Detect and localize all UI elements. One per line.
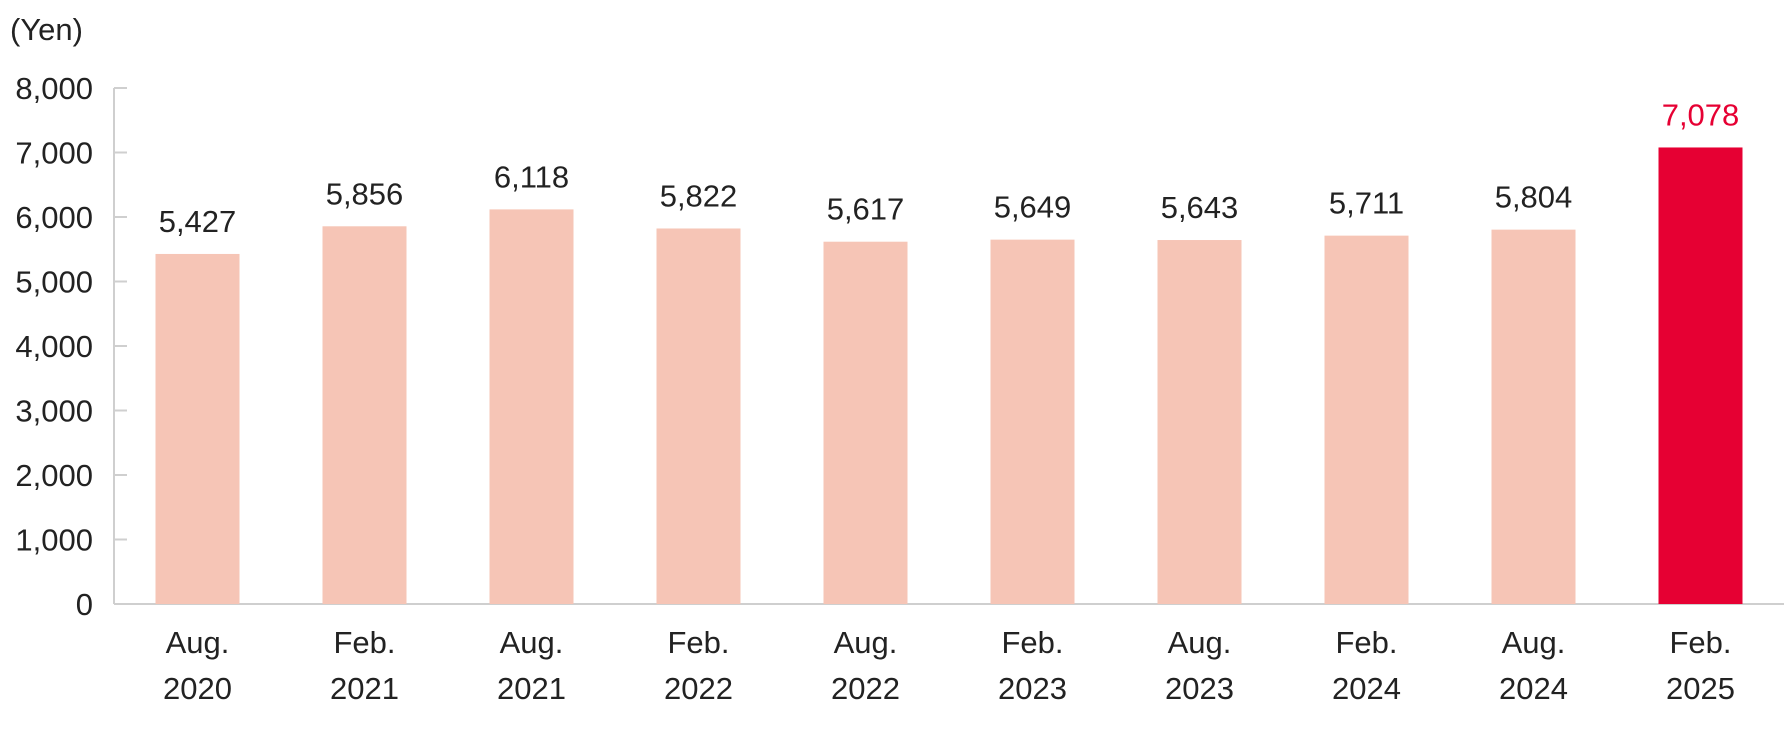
bar-value-label: 7,078 bbox=[1662, 97, 1740, 132]
bar-value-label: 5,649 bbox=[994, 190, 1072, 225]
bar-value-label: 6,118 bbox=[494, 159, 569, 194]
y-axis-tick-label: 2,000 bbox=[15, 458, 93, 493]
axis-layer: 0 1,000 2,000 3,000 4,000 5,000 6,000 7,000 8,00… bbox=[15, 71, 1784, 622]
y-axis-tick-label: 5,000 bbox=[15, 265, 93, 300]
bar-value-label: 5,711 bbox=[1329, 186, 1404, 221]
y-axis-tick-label: 7,000 bbox=[15, 136, 93, 171]
bar-value-label: 5,822 bbox=[660, 178, 738, 213]
y-axis-tick-label: 4,000 bbox=[15, 329, 93, 364]
x-axis-category-label-line1: Aug. bbox=[1168, 625, 1232, 660]
x-axis-category-label-line2: 2022 bbox=[664, 671, 733, 706]
x-axis-category-label-line1: Feb. bbox=[1335, 625, 1397, 660]
x-axis-category-label-line1: Feb. bbox=[333, 625, 395, 660]
x-axis-category-label-line1: Aug. bbox=[834, 625, 898, 660]
bar-value-label: 5,427 bbox=[159, 204, 237, 239]
y-axis-tick-label: 1,000 bbox=[15, 523, 93, 558]
x-axis-category-label-line2: 2020 bbox=[163, 671, 232, 706]
x-axis-category-label-line1: Aug. bbox=[166, 625, 230, 660]
bar bbox=[1491, 229, 1576, 604]
bar-value-label: 5,643 bbox=[1161, 190, 1239, 225]
y-axis-tick-label: 8,000 bbox=[15, 71, 93, 106]
y-axis-tick-label: 6,000 bbox=[15, 200, 93, 235]
bar bbox=[656, 228, 741, 604]
x-axis-category-label-line1: Aug. bbox=[1502, 625, 1566, 660]
x-axis-category-label-line2: 2021 bbox=[330, 671, 399, 706]
bar-highlighted bbox=[1658, 147, 1743, 604]
x-axis-category-label-line1: Feb. bbox=[1669, 625, 1731, 660]
bars-layer bbox=[155, 147, 1743, 605]
x-axis-category-label-line2: 2021 bbox=[497, 671, 566, 706]
y-axis-tick-label: 3,000 bbox=[15, 394, 93, 429]
bar bbox=[489, 209, 574, 605]
x-axis-category-label-line2: 2022 bbox=[831, 671, 900, 706]
bar bbox=[155, 253, 240, 604]
labels-layer: 5,427 Aug. 2020 5,856 Feb. 2021 6,118 Aug. 2021 5… bbox=[159, 97, 1740, 706]
x-axis-category-label-line2: 2025 bbox=[1666, 671, 1735, 706]
bar-value-label: 5,804 bbox=[1495, 180, 1573, 215]
x-axis-category-label-line2: 2024 bbox=[1499, 671, 1568, 706]
x-axis-category-label-line2: 2023 bbox=[1165, 671, 1234, 706]
y-axis-unit-label: (Yen) bbox=[10, 12, 83, 47]
x-axis-category-label-line2: 2024 bbox=[1332, 671, 1401, 706]
bar bbox=[1324, 235, 1409, 604]
bar-value-label: 5,617 bbox=[827, 192, 905, 227]
x-axis-category-label-line2: 2023 bbox=[998, 671, 1067, 706]
bar bbox=[990, 239, 1075, 604]
bar bbox=[1157, 240, 1242, 605]
y-axis-tick-label: 0 bbox=[76, 587, 93, 622]
bar bbox=[823, 241, 908, 605]
x-axis-category-label-line1: Feb. bbox=[1001, 625, 1063, 660]
x-axis-category-label-line1: Aug. bbox=[500, 625, 564, 660]
bar-value-label: 5,856 bbox=[326, 176, 404, 211]
bar bbox=[322, 226, 407, 604]
x-axis-category-label-line1: Feb. bbox=[667, 625, 729, 660]
